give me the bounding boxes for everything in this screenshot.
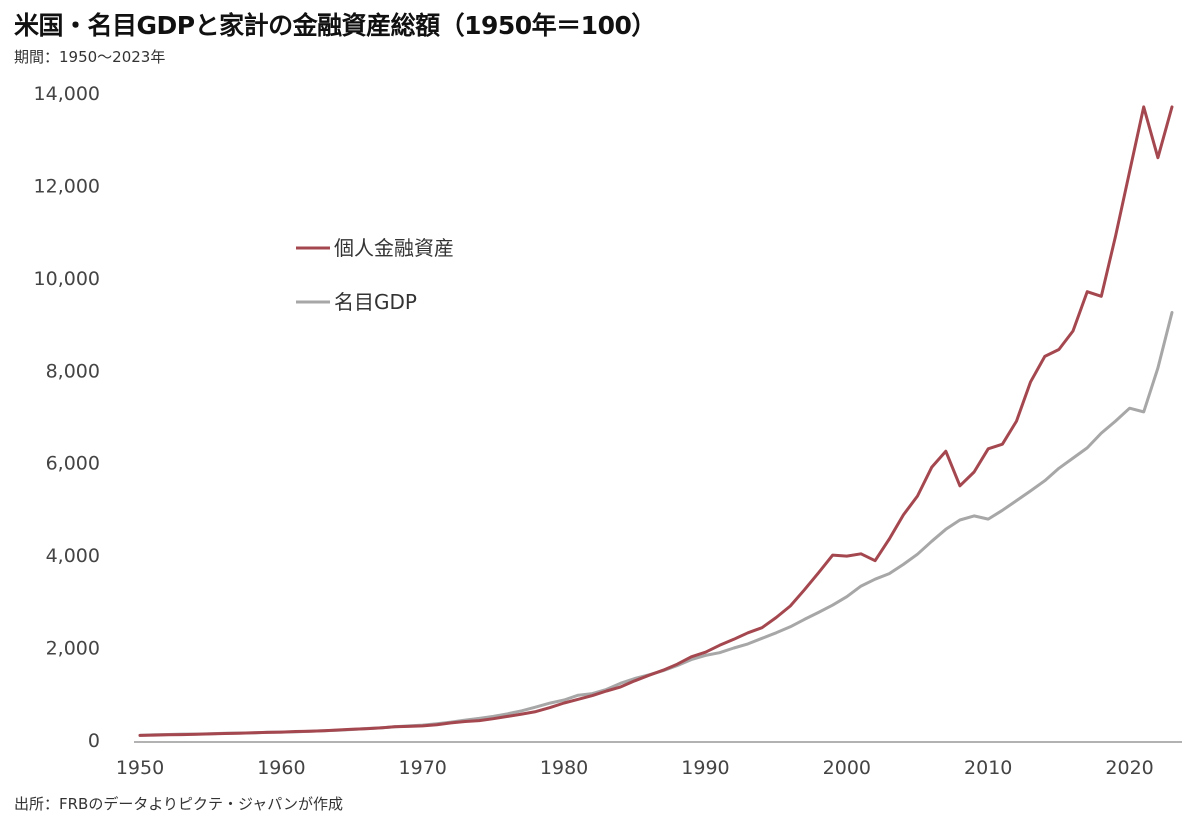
y-tick-label: 14,000 <box>34 83 100 105</box>
series-lines <box>138 105 1174 737</box>
legend-label-personal-financial-assets: 個人金融資産 <box>334 236 454 260</box>
chart-title: 米国・名目GDPと家計の金融資産総額（1950年＝100） <box>14 11 656 40</box>
legend-label-nominal-gdp: 名目GDP <box>334 290 417 314</box>
y-tick-label: 4,000 <box>46 545 100 567</box>
y-tick-label: 2,000 <box>46 638 100 660</box>
y-tick-label: 8,000 <box>46 360 100 382</box>
chart-subtitle: 期間：1950～2023年 <box>14 48 166 66</box>
x-tick-label: 2010 <box>964 757 1012 779</box>
x-axis-ticks: 1950 1960 1970 1980 1990 2000 2010 2020 <box>116 757 1154 779</box>
y-tick-label: 0 <box>88 730 100 752</box>
y-axis-ticks: 0 2,000 4,000 6,000 8,000 10,000 12,000 14,000 <box>34 83 100 752</box>
series-line-personal-financial-assets <box>138 105 1174 737</box>
y-tick-label: 6,000 <box>46 453 100 475</box>
x-tick-label: 1990 <box>681 757 729 779</box>
x-tick-label: 1960 <box>257 757 305 779</box>
x-tick-label: 1950 <box>116 757 164 779</box>
y-tick-label: 10,000 <box>34 268 100 290</box>
x-tick-label: 2020 <box>1105 757 1153 779</box>
x-tick-label: 1970 <box>399 757 447 779</box>
x-tick-label: 2000 <box>823 757 871 779</box>
x-tick-label: 1980 <box>540 757 588 779</box>
source-note: 出所：FRBのデータよりピクテ・ジャパンが作成 <box>14 795 344 813</box>
y-tick-label: 12,000 <box>34 175 100 197</box>
